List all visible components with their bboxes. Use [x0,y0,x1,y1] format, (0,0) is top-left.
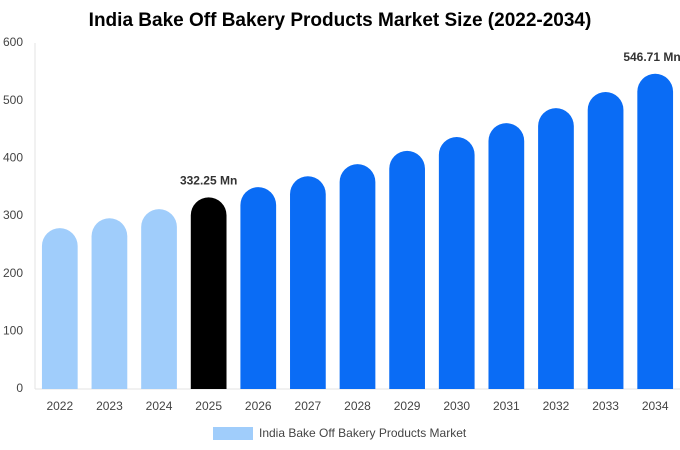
bar [637,73,674,389]
data-label: 546.71 Mn [623,50,680,64]
chart-title: India Bake Off Bakery Products Market Si… [89,10,592,31]
x-tick-label: 2023 [96,399,123,413]
bar [538,108,574,389]
bar [488,123,525,389]
bar [41,228,78,389]
bar [91,218,128,389]
bar [141,209,177,389]
x-tick-label: 2025 [195,399,222,413]
x-tick-label: 2026 [245,399,272,413]
x-tick-label: 2032 [543,399,570,413]
y-tick-label: 300 [3,208,23,222]
y-tick-label: 0 [16,381,23,395]
bar [339,164,376,389]
x-tick-label: 2028 [344,399,371,413]
bar [587,92,624,389]
x-tick-label: 2031 [493,399,520,413]
y-tick-label: 100 [3,324,23,338]
data-label: 332.25 Mn [180,174,237,188]
bar [190,197,227,389]
x-tick-label: 2034 [642,399,669,413]
y-tick-label: 400 [3,151,23,165]
y-tick-label: 600 [3,35,23,49]
x-tick-label: 2029 [394,399,421,413]
y-tick-label: 200 [3,266,23,280]
bar [438,136,475,389]
x-tick-label: 2027 [295,399,322,413]
bar [290,176,326,389]
legend-swatch [213,427,253,440]
x-tick-label: 2033 [592,399,619,413]
x-tick-label: 2024 [146,399,173,413]
x-tick-label: 2030 [443,399,470,413]
x-tick-label: 2022 [46,399,73,413]
legend-label: India Bake Off Bakery Products Market [259,426,467,440]
bar [389,150,425,389]
y-tick-label: 500 [3,93,23,107]
bar [240,187,277,389]
